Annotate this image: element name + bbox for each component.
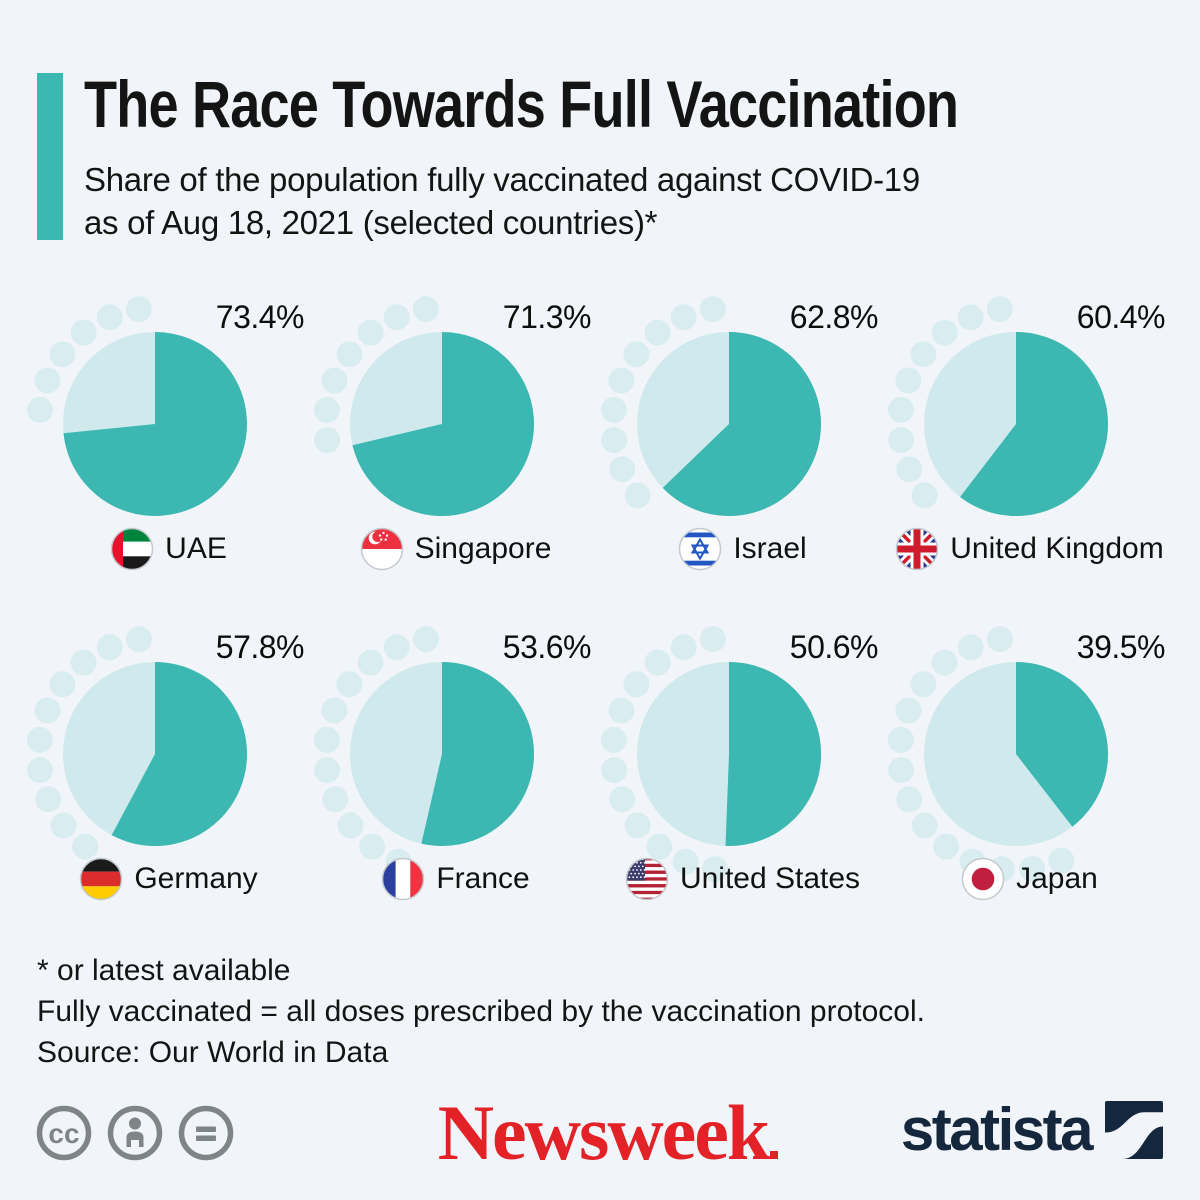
footnote-asterisk: * or latest available (37, 954, 291, 987)
subtitle-line-2: as of Aug 18, 2021 (selected countries)* (84, 204, 658, 241)
country-label: Singapore (312, 527, 599, 571)
pie-cell-singapore: 71.3% Singapore (312, 293, 599, 623)
france-flag-icon (382, 857, 425, 901)
no-derivatives-icon (178, 1105, 234, 1161)
pie-chart (600, 296, 821, 516)
pie-chart (887, 626, 1108, 883)
country-name: Israel (733, 532, 807, 565)
pie-chart (887, 296, 1108, 516)
pie-cell-france: 53.6% France (312, 623, 599, 953)
percent-label: 57.8% (215, 629, 305, 665)
united-states-flag-icon (625, 857, 669, 901)
country-label: Germany (25, 857, 312, 901)
svg-text:cc: cc (48, 1118, 79, 1149)
pie-chart (26, 296, 247, 516)
page-subtitle: Share of the population fully vaccinated… (84, 158, 920, 244)
country-label: France (312, 857, 599, 901)
country-label: UAE (25, 527, 312, 571)
pie-cell-israel: 62.8% Israel (599, 293, 886, 623)
footnote-source: Source: Our World in Data (37, 1036, 389, 1069)
country-label: United Kingdom (886, 527, 1173, 571)
pie-cell-united-kingdom: 60.4% United Kingdom (886, 293, 1173, 623)
percent-label: 60.4% (1076, 299, 1166, 335)
country-name: United States (679, 862, 861, 895)
newsweek-logo: Newsweek (408, 1094, 808, 1172)
country-name: France (436, 862, 530, 895)
subtitle-line-1: Share of the population fully vaccinated… (84, 161, 920, 198)
statista-logo: statista (901, 1100, 1163, 1160)
percent-label: 62.8% (789, 299, 879, 335)
germany-flag-icon (80, 857, 123, 901)
pie-chart (313, 626, 534, 875)
country-name: Singapore (414, 532, 552, 565)
percent-label: 53.6% (502, 629, 592, 665)
statista-mark-icon (1105, 1101, 1163, 1159)
cc-icon: cc (36, 1105, 92, 1161)
country-name: Germany (134, 862, 258, 895)
pie-chart (600, 626, 822, 883)
pie-cell-uae: 73.4% UAE (25, 293, 312, 623)
pie-chart (313, 296, 534, 516)
attribution-icon (107, 1105, 163, 1161)
footnote-definition: Fully vaccinated = all doses prescribed … (37, 995, 925, 1028)
pie-cell-japan: 39.5% Japan (886, 623, 1173, 953)
country-label: United States (599, 857, 886, 901)
percent-label: 71.3% (502, 299, 592, 335)
israel-flag-icon (679, 527, 722, 571)
license-icons: cc (35, 1104, 235, 1162)
percent-label: 39.5% (1076, 629, 1166, 665)
statista-wordmark: statista (900, 1096, 1094, 1163)
page-title: The Race Towards Full Vaccination (84, 67, 959, 141)
country-label: Japan (886, 857, 1173, 901)
pie-chart (26, 626, 248, 860)
united-kingdom-flag-icon (896, 527, 939, 571)
pie-cell-germany: 57.8% Germany (25, 623, 312, 953)
country-name: UAE (165, 532, 227, 565)
uae-flag-icon (110, 527, 154, 571)
percent-label: 73.4% (215, 299, 305, 335)
pie-grid: 73.4% UAE 71.3% Singapore 62.8% (25, 293, 1173, 953)
country-name: Japan (1016, 862, 1098, 895)
accent-bar (37, 73, 63, 240)
pie-cell-united-states: 50.6% United States (599, 623, 886, 953)
percent-label: 50.6% (789, 629, 879, 665)
newsweek-wordmark: Newsweek (437, 1089, 771, 1176)
japan-flag-icon (961, 857, 1005, 901)
country-name: United Kingdom (950, 532, 1164, 565)
singapore-flag-icon (360, 527, 403, 571)
newsweek-trademark-dot (770, 1151, 779, 1159)
footnotes: * or latest available Fully vaccinated =… (37, 950, 925, 1073)
country-label: Israel (599, 527, 886, 571)
